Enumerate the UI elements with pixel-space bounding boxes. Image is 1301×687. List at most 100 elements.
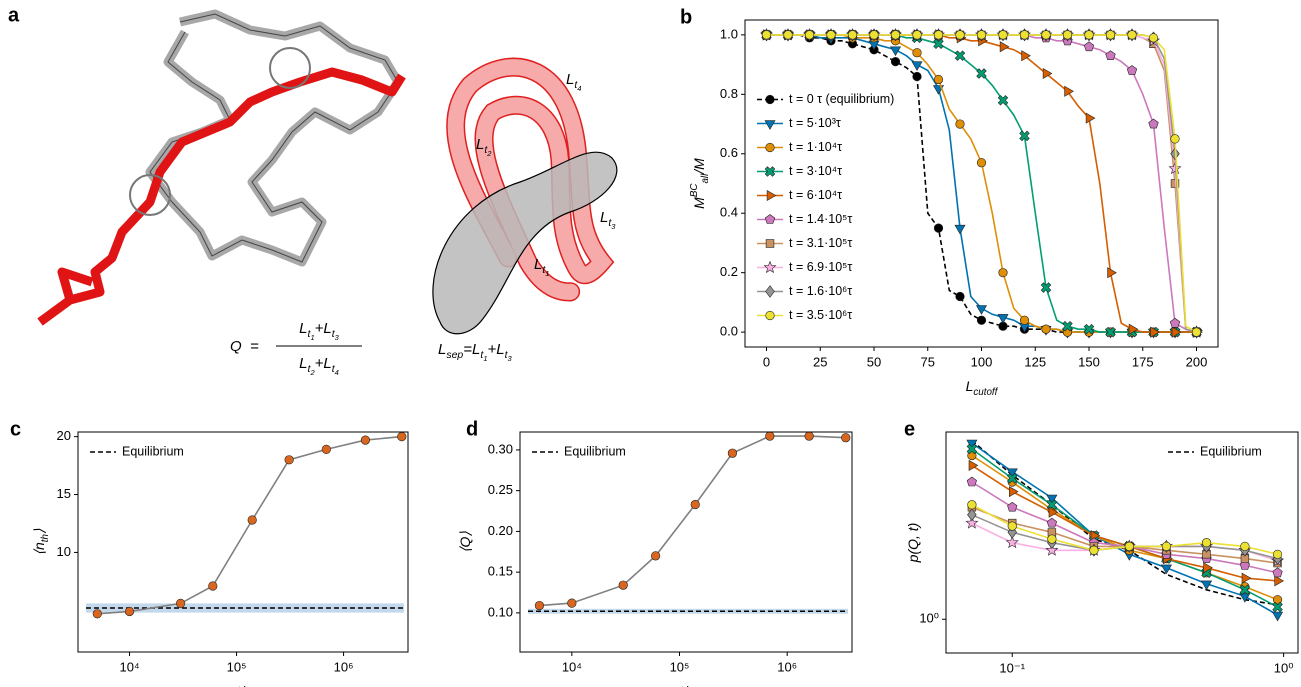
text-part: L	[600, 209, 608, 226]
x-tick-label: 25	[813, 354, 827, 369]
marker	[397, 432, 407, 442]
marker	[933, 223, 944, 233]
x-tick-label: 125	[1024, 354, 1046, 369]
panel-label: e	[904, 418, 915, 440]
polymer-illustration	[37, 9, 406, 326]
marker	[955, 291, 965, 302]
marker	[764, 120, 776, 130]
text-part: t	[505, 349, 509, 361]
marker	[1241, 572, 1252, 584]
panel-label: a	[8, 4, 20, 26]
text-part: t	[332, 363, 336, 375]
marker	[976, 315, 987, 325]
y-tick-label: 0.20	[488, 523, 513, 538]
marker	[1046, 517, 1058, 528]
tube-label: Lt4	[566, 71, 581, 93]
tube-label: Lt1	[534, 256, 549, 278]
y-tick-label: 0.2	[720, 264, 738, 279]
text-part: t	[308, 328, 312, 340]
x-axis-label: t/τ	[679, 683, 693, 687]
marker	[912, 30, 922, 40]
text-part: th	[40, 534, 51, 542]
text-part: L	[323, 320, 331, 337]
tube-illustration	[432, 57, 618, 335]
marker	[999, 41, 1010, 53]
marker	[890, 57, 901, 67]
marker	[175, 598, 186, 608]
marker	[1007, 521, 1017, 531]
marker	[1019, 30, 1030, 40]
text-part: ⟨n	[31, 542, 47, 555]
marker	[997, 95, 1009, 106]
x-tick-label: 10⁵	[227, 659, 247, 674]
marker	[1168, 161, 1182, 175]
text-part: +	[315, 355, 324, 372]
marker	[765, 142, 775, 153]
text-part: L	[496, 341, 504, 358]
y-tick-label: 15	[57, 486, 71, 501]
x-axis-label: t/τ	[236, 683, 250, 687]
x-tick-label: 150	[1078, 354, 1100, 369]
marker	[208, 581, 218, 591]
panel-label: c	[10, 418, 21, 440]
legend-label: t = 6·10⁴τ	[789, 188, 842, 202]
marker	[997, 314, 1009, 324]
series-line	[971, 439, 1278, 606]
marker	[847, 30, 858, 40]
x-axis-label: Lcutoff	[966, 378, 999, 398]
marker	[1064, 85, 1074, 97]
x-tick-label: 200	[1186, 354, 1208, 369]
text-part: L	[966, 378, 974, 394]
y-tick-label: 1.0	[720, 26, 738, 41]
marker	[1021, 50, 1031, 62]
marker	[765, 239, 775, 248]
marker	[534, 600, 545, 611]
text-part: L	[299, 355, 307, 372]
legend-label: t = 3.1·10⁵τ	[789, 236, 852, 250]
text-part: t	[574, 79, 578, 91]
contact-circle	[129, 174, 171, 216]
tube-label: Lt2	[476, 136, 492, 158]
marker	[967, 500, 977, 510]
x-tick-label: 10⁶	[777, 659, 797, 674]
marker	[966, 476, 977, 487]
marker	[92, 609, 102, 619]
marker	[1271, 611, 1284, 622]
legend-label: t = 0 τ (equilibrium)	[789, 92, 894, 106]
text-part: +	[315, 320, 324, 337]
marker	[1062, 30, 1073, 40]
marker	[1007, 501, 1018, 512]
y-tick-label: 10	[57, 544, 71, 559]
marker	[954, 50, 966, 61]
marker	[1150, 326, 1160, 338]
text-part: 4	[335, 368, 339, 377]
text-part: 1	[545, 269, 549, 278]
legend-label: Equilibrium	[1200, 444, 1262, 458]
marker	[1083, 323, 1095, 335]
marker	[975, 305, 988, 315]
text-part: 1	[483, 354, 487, 363]
panel-label: d	[466, 418, 478, 440]
y-axis-label: ⟨nth⟩	[31, 528, 51, 555]
marker	[955, 30, 965, 40]
marker	[618, 580, 628, 590]
x-axis-label: Q	[1117, 684, 1128, 687]
x-tick-label: 100	[971, 354, 993, 369]
text-part: t	[484, 144, 488, 156]
marker	[933, 74, 944, 85]
marker	[247, 515, 257, 525]
marker	[1089, 545, 1099, 555]
text-part: +	[487, 341, 496, 358]
marker	[1200, 580, 1213, 591]
marker	[976, 158, 987, 168]
marker	[284, 455, 294, 465]
marker	[1148, 33, 1159, 43]
text-part: Q	[1117, 684, 1128, 687]
text-part: 2	[309, 368, 315, 377]
text-part: =	[463, 341, 472, 358]
marker	[765, 94, 775, 105]
text-part: L	[323, 355, 331, 372]
marker	[804, 431, 814, 441]
x-tick-label: 10⁶	[334, 659, 354, 674]
